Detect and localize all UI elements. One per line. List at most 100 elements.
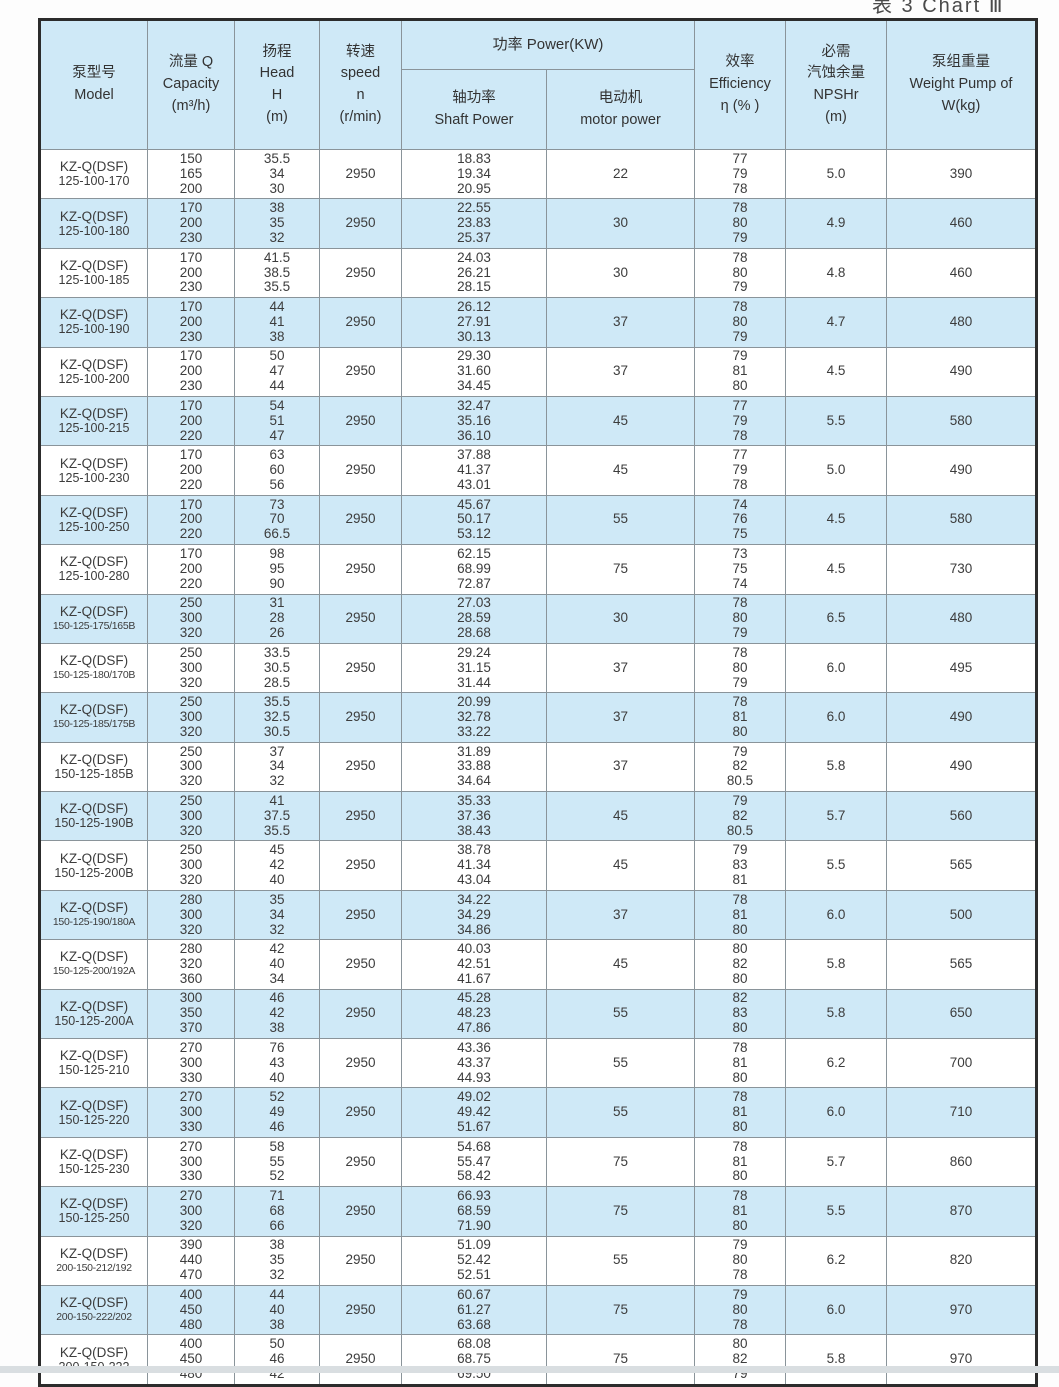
cell-shaft-power: 49.02 49.42 51.67	[401, 1087, 547, 1138]
col-header-npshr: 必需 汽蚀余量 NPSHr (m)	[785, 19, 887, 150]
cell-npshr: 6.2	[785, 1235, 887, 1286]
cell-motor-power: 75	[546, 1186, 695, 1237]
cell-npshr: 4.8	[785, 247, 887, 299]
cell-shaft-power: 45.67 50.17 53.12	[401, 494, 547, 546]
cell-speed: 2950	[319, 889, 402, 941]
cell-efficiency: 77 79 78	[694, 445, 786, 496]
cell-model: KZ-Q(DSF) 200-150-212/192	[39, 1235, 148, 1286]
cell-weight: 490	[886, 346, 1037, 397]
cell-npshr: 5.7	[785, 1136, 887, 1188]
model-series: KZ-Q(DSF)	[59, 998, 129, 1014]
table-row: KZ-Q(DSF) 150-125-200B 250 300 320 45 42 40…	[39, 840, 1037, 891]
cell-capacity: 170 200 230	[147, 346, 235, 397]
cell-npshr: 5.8	[785, 988, 887, 1040]
cell-capacity: 170 200 220	[147, 544, 235, 595]
cell-model: KZ-Q(DSF) 125-100-185	[39, 247, 148, 299]
cell-model: KZ-Q(DSF) 125-100-230	[39, 445, 148, 496]
model-series: KZ-Q(DSF)	[59, 356, 129, 372]
table-row: KZ-Q(DSF) 200-150-222/202 400 450 480 44 40…	[39, 1284, 1037, 1336]
cell-capacity: 270 300 330	[147, 1136, 235, 1188]
cell-speed: 2950	[319, 544, 402, 595]
cell-efficiency: 79 82 80.5	[694, 741, 786, 793]
cell-npshr: 6.0	[785, 642, 887, 694]
cell-capacity: 250 300 320	[147, 692, 235, 743]
table-row: KZ-Q(DSF) 150-125-185B 250 300 320 37 34 32…	[39, 741, 1037, 793]
col-header-model: 泵型号 Model	[39, 19, 148, 150]
cell-shaft-power: 24.03 26.21 28.15	[401, 247, 547, 299]
cell-head: 58 55 52	[234, 1136, 320, 1188]
cell-efficiency: 79 81 80	[694, 346, 786, 397]
table-row: KZ-Q(DSF) 150-125-220 270 300 330 52 49 46 2…	[39, 1087, 1037, 1138]
cell-npshr: 6.5	[785, 593, 887, 644]
model-series: KZ-Q(DSF)	[59, 653, 129, 669]
cell-capacity: 250 300 320	[147, 593, 235, 644]
cell-speed: 2950	[319, 198, 402, 249]
cell-efficiency: 79 80 78	[694, 1235, 786, 1286]
cell-shaft-power: 51.09 52.42 52.51	[401, 1235, 547, 1286]
cell-head: 50 47 44	[234, 346, 320, 397]
table-row: KZ-Q(DSF) 150-125-185/175B 250 300 320 35.5…	[39, 692, 1037, 743]
cell-capacity: 170 200 220	[147, 494, 235, 546]
cell-speed: 2950	[319, 445, 402, 496]
cell-weight: 390	[886, 148, 1037, 200]
cell-shaft-power: 22.55 23.83 25.37	[401, 198, 547, 249]
cell-capacity: 400 450 480	[147, 1284, 235, 1336]
model-size: 150-125-180/170B	[52, 669, 136, 682]
cell-shaft-power: 37.88 41.37 43.01	[401, 445, 547, 496]
cell-motor-power: 75	[546, 1136, 695, 1188]
cell-npshr: 5.5	[785, 395, 887, 447]
cell-capacity: 250 300 320	[147, 741, 235, 793]
cell-model: KZ-Q(DSF) 125-100-200	[39, 346, 148, 397]
cell-npshr: 6.2	[785, 1038, 887, 1089]
model-series: KZ-Q(DSF)	[59, 504, 129, 520]
model-size: 150-125-185/175B	[52, 718, 136, 731]
model-size: 150-125-190/180A	[52, 916, 136, 929]
cell-capacity: 270 300 320	[147, 1186, 235, 1237]
cell-head: 41 37.5 35.5	[234, 791, 320, 842]
cell-head: 42 40 34	[234, 939, 320, 990]
cell-motor-power: 37	[546, 346, 695, 397]
cell-npshr: 4.5	[785, 494, 887, 546]
table-row: KZ-Q(DSF) 150-125-190B 250 300 320 41 37.5 …	[39, 791, 1037, 842]
model-series: KZ-Q(DSF)	[59, 850, 129, 866]
cell-motor-power: 22	[546, 148, 695, 200]
cell-model: KZ-Q(DSF) 125-100-170	[39, 148, 148, 200]
model-series: KZ-Q(DSF)	[59, 1097, 129, 1113]
cell-head: 38 35 32	[234, 198, 320, 249]
model-size: 150-125-220	[58, 1112, 130, 1127]
cell-head: 50 46 42	[234, 1334, 320, 1386]
cell-model: KZ-Q(DSF) 150-125-210	[39, 1038, 148, 1089]
cell-head: 35.5 32.5 30.5	[234, 692, 320, 743]
cell-efficiency: 77 79 78	[694, 395, 786, 447]
cell-head: 33.5 30.5 28.5	[234, 642, 320, 694]
model-series: KZ-Q(DSF)	[59, 1245, 129, 1261]
cell-head: 38 35 32	[234, 1235, 320, 1286]
cell-head: 44 40 38	[234, 1284, 320, 1336]
cell-weight: 700	[886, 1038, 1037, 1089]
cell-motor-power: 75	[546, 1284, 695, 1336]
cell-efficiency: 78 80 79	[694, 247, 786, 299]
cell-weight: 730	[886, 544, 1037, 595]
cell-capacity: 300 350 370	[147, 988, 235, 1040]
cell-shaft-power: 26.12 27.91 30.13	[401, 297, 547, 348]
cell-motor-power: 37	[546, 889, 695, 941]
cell-head: 73 70 66.5	[234, 494, 320, 546]
cell-weight: 565	[886, 840, 1037, 891]
cell-head: 35 34 32	[234, 889, 320, 941]
cell-motor-power: 37	[546, 297, 695, 348]
cell-npshr: 6.0	[785, 1284, 887, 1336]
cell-efficiency: 77 79 78	[694, 148, 786, 200]
table-row: KZ-Q(DSF) 150-125-180/170B 250 300 320 33.5…	[39, 642, 1037, 694]
cell-motor-power: 30	[546, 198, 695, 249]
cell-npshr: 4.9	[785, 198, 887, 249]
model-series: KZ-Q(DSF)	[59, 159, 129, 175]
cell-model: KZ-Q(DSF) 125-100-280	[39, 544, 148, 595]
model-size: 150-125-175/165B	[52, 619, 136, 632]
cell-speed: 2950	[319, 741, 402, 793]
cell-capacity: 250 300 320	[147, 642, 235, 694]
model-size: 125-100-200	[58, 371, 130, 386]
model-size: 150-125-185B	[54, 766, 134, 781]
cell-motor-power: 37	[546, 692, 695, 743]
cell-motor-power: 37	[546, 642, 695, 694]
model-series: KZ-Q(DSF)	[59, 455, 129, 471]
